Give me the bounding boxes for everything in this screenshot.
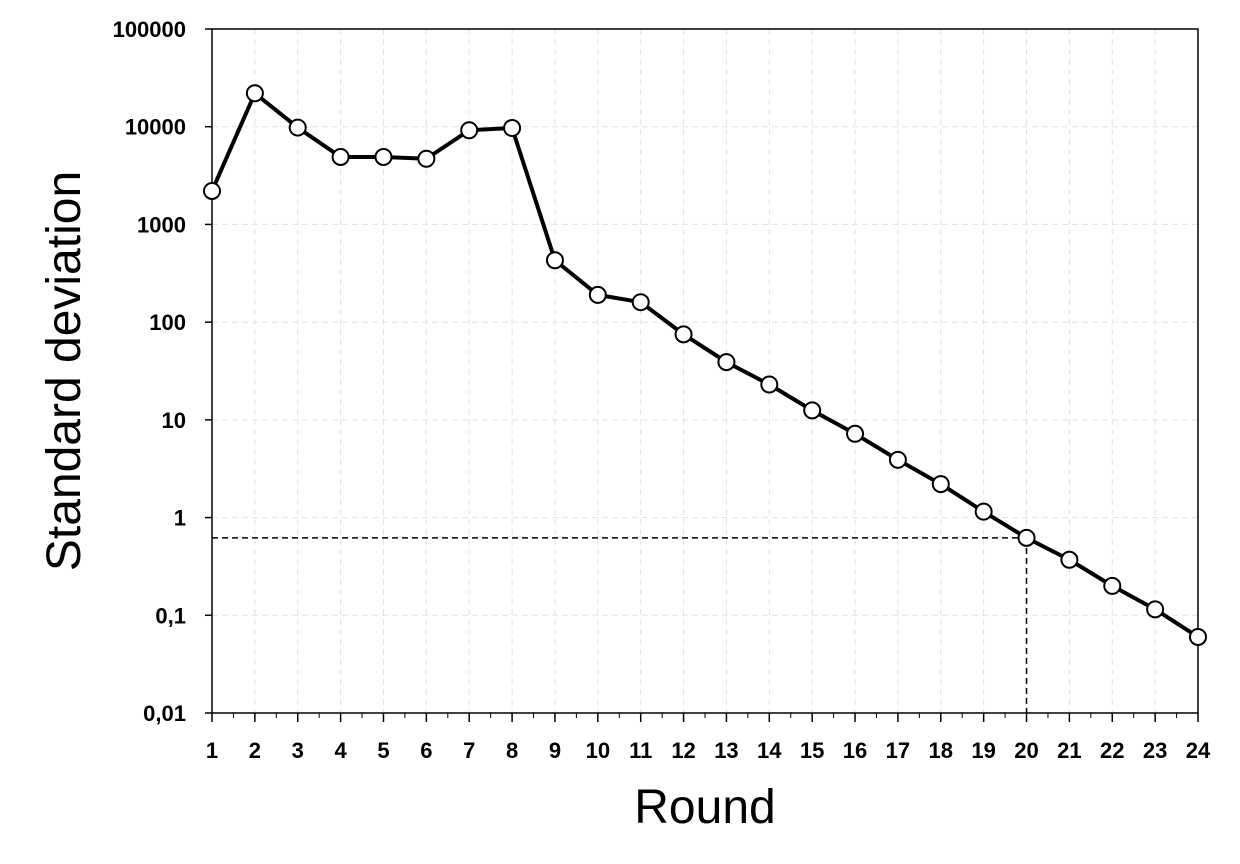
series-line (210, 91, 1200, 639)
data-point (674, 325, 693, 344)
y-tick-label: 10 (162, 408, 186, 433)
data-point (1060, 550, 1079, 569)
series (203, 84, 1207, 646)
x-minor-ticks (232, 713, 1178, 718)
data-point (331, 147, 350, 166)
x-tick-label: 12 (671, 738, 695, 763)
y-tick-label: 1 (174, 506, 186, 531)
x-tick-label: 9 (549, 738, 561, 763)
data-point (717, 353, 736, 372)
x-tick-label: 4 (334, 738, 347, 763)
grid (212, 29, 1198, 713)
data-point (503, 119, 522, 138)
x-tick-label: 18 (929, 738, 953, 763)
data-point (1189, 627, 1207, 646)
y-tick-label: 10000 (125, 115, 186, 140)
data-point (931, 475, 950, 494)
y-tick-label: 1000 (137, 212, 186, 237)
x-tick-label: 8 (506, 738, 518, 763)
x-tick-label: 7 (463, 738, 475, 763)
data-point (803, 401, 822, 420)
data-point (288, 118, 307, 137)
x-tick-label: 24 (1186, 738, 1211, 763)
data-point (245, 84, 264, 103)
data-point (374, 147, 393, 166)
x-tick-label: 23 (1143, 738, 1167, 763)
x-tick-label: 10 (586, 738, 610, 763)
x-axis-title: Round (634, 781, 775, 834)
x-tick-label: 14 (757, 738, 782, 763)
x-tick-label: 17 (886, 738, 910, 763)
data-point (1103, 576, 1122, 595)
data-point (888, 450, 907, 469)
x-tick-label: 3 (292, 738, 304, 763)
x-tick-label: 19 (971, 738, 995, 763)
x-tick-label: 6 (420, 738, 432, 763)
x-tick-label: 1 (206, 738, 218, 763)
y-tick-label: 100000 (113, 17, 186, 42)
x-tick-label: 11 (629, 738, 652, 763)
data-point (846, 424, 865, 443)
y-tick-label: 0,1 (155, 603, 186, 628)
y-tick-label: 0,01 (143, 701, 186, 726)
y-ticks: 0,01 0,1 1 10 100 1000 10000 100000 (113, 17, 212, 726)
y-tick-label: 100 (149, 310, 186, 335)
data-point (417, 149, 436, 168)
y-axis-title: Standard deviation (38, 171, 91, 571)
data-point (1146, 600, 1165, 619)
x-tick-label: 2 (249, 738, 261, 763)
x-ticks: 1 2 3 4 5 6 7 8 9 10 11 12 13 14 15 16 17 18 19 20 21 22 23 24 (206, 713, 1211, 763)
x-tick-label: 16 (843, 738, 867, 763)
x-tick-label: 15 (800, 738, 824, 763)
x-tick-label: 13 (714, 738, 738, 763)
data-point (203, 181, 221, 200)
data-point (974, 502, 993, 521)
data-point (588, 285, 607, 304)
data-point (631, 293, 650, 312)
data-point (760, 375, 779, 394)
x-tick-label: 21 (1057, 738, 1081, 763)
x-tick-label: 22 (1100, 738, 1124, 763)
reference-lines (212, 537, 1028, 713)
data-point (460, 121, 479, 140)
x-tick-label: 5 (377, 738, 389, 763)
plot-frame (211, 28, 1199, 714)
data-point (545, 251, 564, 270)
x-tick-label: 20 (1014, 738, 1038, 763)
data-point (1017, 528, 1036, 547)
